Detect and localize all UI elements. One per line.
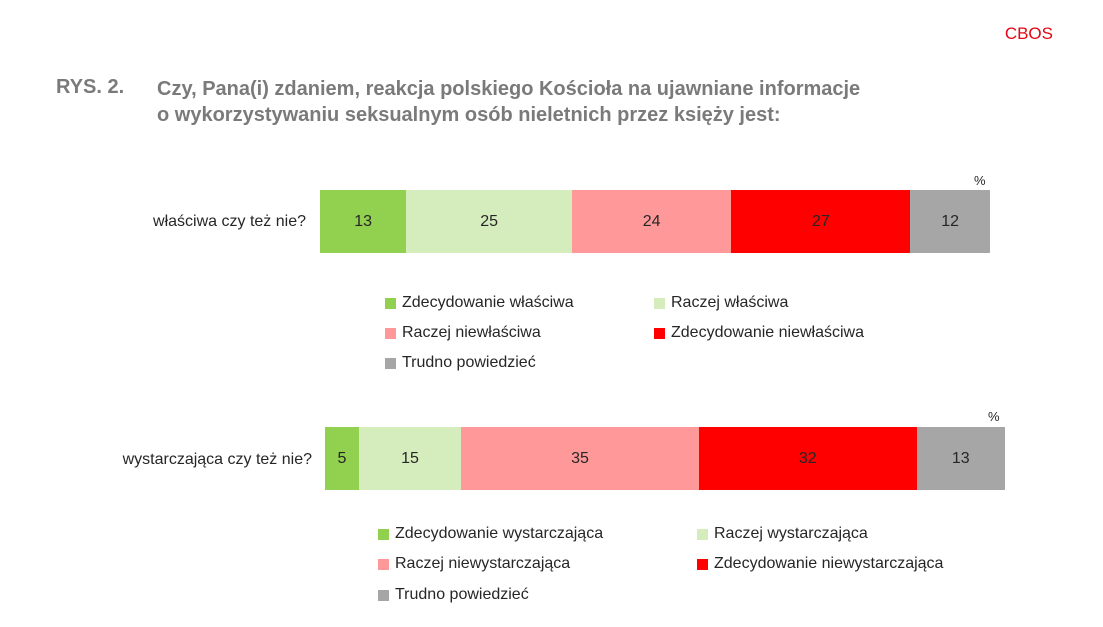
legend-label: Raczej niewłaściwa — [402, 324, 541, 341]
legend-swatch — [378, 589, 389, 601]
figure-title: Czy, Pana(i) zdaniem, reakcja polskiego … — [157, 76, 1037, 129]
data-label: 24 — [642, 212, 661, 230]
legend-item: Raczej niewystarczająca — [378, 555, 570, 573]
legend-label: Trudno powiedzieć — [395, 586, 529, 603]
legend-swatch — [378, 528, 389, 540]
bar-segment: 32 — [699, 427, 917, 490]
bar-segment: 24 — [572, 190, 732, 253]
legend-swatch — [697, 528, 708, 540]
figure-title-line-2: o wykorzystywaniu seksualnym osób nielet… — [157, 104, 781, 127]
figure-title-line-1: Czy, Pana(i) zdaniem, reakcja polskiego … — [157, 78, 861, 100]
legend-label: Zdecydowanie niewystarczająca — [714, 555, 944, 572]
legend-item: Raczej niewłaściwa — [385, 324, 541, 342]
legend-label: Zdecydowanie wystarczająca — [395, 525, 604, 542]
brand-logo: CBOS — [1004, 24, 1053, 43]
bar-segment: 12 — [910, 190, 990, 253]
data-label: 13 — [951, 449, 970, 467]
percent-unit-label: % — [974, 173, 986, 188]
bar-segment: 27 — [731, 190, 911, 253]
legend-item: Zdecydowanie wystarczająca — [378, 525, 603, 543]
legend-item: Raczej wystarczająca — [697, 525, 868, 543]
legend: Zdecydowanie właściwa Raczej właściwa Racz… — [0, 170, 1103, 372]
legend-label: Raczej wystarczająca — [714, 525, 868, 542]
data-label: 12 — [941, 212, 960, 230]
chart-wystarczajaca: wystarczająca czy też nie? % 5 15 35 32 13 Z… — [0, 406, 1103, 616]
legend-swatch — [378, 558, 389, 570]
legend-swatch — [385, 297, 396, 309]
legend-label: Raczej niewystarczająca — [395, 555, 571, 572]
bar-segment: 25 — [406, 190, 573, 253]
legend-item: Trudno powiedzieć — [385, 354, 536, 372]
data-label: 5 — [337, 449, 347, 467]
percent-unit-label: % — [988, 409, 1000, 424]
bar-segment: 13 — [916, 427, 1005, 490]
legend-item: Zdecydowanie niewłaściwa — [654, 324, 864, 342]
chart-wlasciwa: właściwa czy też nie? % 13 25 24 27 12 Zdecy… — [0, 170, 1103, 372]
legend-label: Zdecydowanie niewłaściwa — [671, 324, 864, 341]
data-label: 27 — [811, 212, 830, 230]
legend-swatch — [385, 327, 396, 339]
data-label: 15 — [401, 449, 419, 467]
bar-segment: 35 — [461, 427, 699, 490]
legend-label: Raczej właściwa — [671, 294, 789, 311]
legend-item: Zdecydowanie właściwa — [385, 294, 574, 312]
data-label: 32 — [798, 449, 817, 467]
data-label: 35 — [571, 449, 589, 467]
legend-swatch — [697, 558, 708, 570]
legend-item: Zdecydowanie niewystarczająca — [697, 555, 943, 573]
data-label: 13 — [354, 212, 373, 230]
stacked-bar: 13 25 24 27 12 — [320, 190, 990, 253]
stacked-bar: 5 15 35 32 13 — [325, 427, 1005, 490]
bar-segment: 5 — [325, 427, 359, 490]
figure-label: RYS. 2. — [56, 76, 125, 98]
legend-swatch — [654, 297, 665, 309]
legend-label: Trudno powiedzieć — [402, 354, 536, 371]
legend-item: Trudno powiedzieć — [378, 586, 529, 604]
legend-item: Raczej właściwa — [654, 294, 788, 312]
bar-segment: 13 — [320, 190, 407, 253]
chart-category-label: wystarczająca czy też nie? — [122, 451, 312, 468]
data-label: 25 — [480, 212, 499, 230]
legend: Zdecydowanie wystarczająca Raczej wystarc… — [0, 406, 1103, 616]
legend-swatch — [654, 327, 665, 339]
legend-label: Zdecydowanie właściwa — [402, 294, 574, 311]
bar-segment: 15 — [359, 427, 461, 490]
chart-category-label: właściwa czy też nie? — [153, 213, 306, 230]
legend-swatch — [385, 357, 396, 369]
